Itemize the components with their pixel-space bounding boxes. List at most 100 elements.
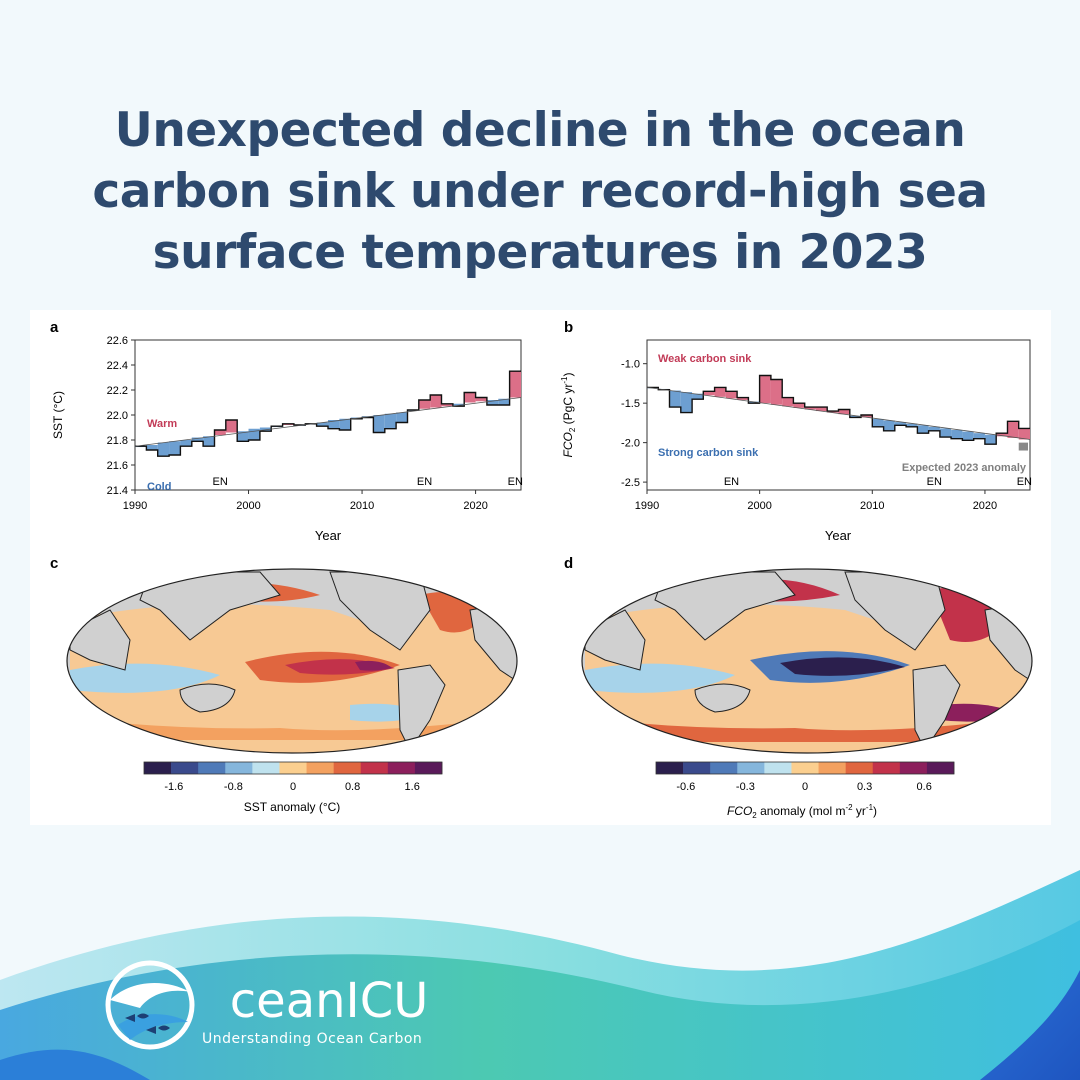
chart-b-ytick-label: -2.5 — [621, 477, 640, 489]
chart-a-anomaly-bar-1993 — [169, 441, 181, 455]
chart-b-trend-line — [646, 386, 1031, 440]
colorbar-c-segment — [387, 762, 416, 774]
colorbar-d-segment — [764, 762, 792, 774]
colorbar-d-segment — [737, 762, 765, 774]
chart-a-anomaly-bar-2008 — [339, 418, 351, 430]
colorbar-c-tick-label: -1.6 — [164, 781, 183, 793]
chart-b-anomaly-bar-1994 — [692, 393, 704, 400]
chart-b-anomaly-bar-2008 — [849, 415, 862, 418]
map-c-outline — [66, 568, 518, 754]
chart-a-warm-label: Warm — [147, 418, 177, 430]
map-d-cool-west-pacific — [585, 663, 735, 693]
chart-a-anomaly-bar-2013 — [396, 412, 408, 423]
colorbar-d-tick-label: 0.6 — [917, 781, 932, 793]
colorbar-d-tick-label: -0.6 — [676, 781, 695, 793]
chart-b-ylabel: FCO2 (PgC yr-1) — [560, 373, 577, 458]
chart-b-weak-label: Weak carbon sink — [658, 353, 752, 365]
map-c — [66, 568, 518, 754]
map-d — [581, 568, 1033, 754]
colorbar-c-segment — [360, 762, 389, 774]
colorbar-d-segment — [683, 762, 711, 774]
map-d-southern-band — [605, 720, 1015, 742]
chart-a-ytick-label: 22.4 — [107, 360, 128, 372]
chart-a-ylabel: SST (°C) — [51, 391, 65, 439]
chart-b-ytick-label: -2.0 — [621, 438, 640, 450]
chart-a-anomaly-bar-1997 — [214, 430, 226, 435]
chart-b-anomaly-bar-2017 — [951, 430, 963, 439]
chart-a-ytick-label: 22.0 — [107, 410, 128, 422]
chart-b-anomaly-bar-2003 — [793, 403, 805, 408]
chart-b-anomaly-bar-2015 — [928, 426, 940, 431]
chart-a-ytick-label: 21.4 — [107, 485, 128, 497]
chart-a-anomaly-bar-2012 — [384, 413, 397, 429]
chart-a-en-marker: EN — [417, 476, 432, 488]
colorbar-d-segment — [656, 762, 684, 774]
chart-b-anomaly-bar-1995 — [703, 391, 715, 396]
map-c-southern-band — [90, 720, 500, 740]
map-d-equatorial-core — [780, 657, 905, 676]
chart-b-anomaly-bar-2018 — [962, 431, 974, 441]
chart-a-ytick-label: 21.8 — [107, 435, 128, 447]
colorbar-c-frame — [143, 761, 443, 775]
map-d-south-atlantic-high — [940, 703, 1020, 722]
chart-b-anomaly-bar-1996 — [714, 387, 726, 397]
chart-b-anomaly-bar-2010 — [872, 418, 884, 427]
map-c-el-nino-peak — [355, 660, 392, 671]
chart-b-anomaly-bar-2006 — [827, 411, 839, 413]
chart-a-ytick-label: 22.2 — [107, 385, 128, 397]
chart-a-anomaly-bar-1996 — [203, 436, 215, 447]
chart-a-anomaly-bar-2000 — [248, 428, 260, 440]
chart-b-anomaly-bar-2022 — [1007, 421, 1019, 438]
chart-b-anomaly-bar-2002 — [782, 397, 794, 407]
chart-b-anomaly-bar-1997 — [725, 391, 738, 399]
colorbar-d-segment — [791, 762, 819, 774]
colorbar-c-tick-label: 1.6 — [405, 781, 420, 793]
chart-a-anomaly-bar-2020 — [475, 397, 487, 402]
chart-a-anomaly-bar-2023 — [509, 371, 521, 398]
brand-name: OceanICU — [192, 973, 429, 1029]
chart-a-anomaly-bar-1998 — [225, 420, 238, 433]
chart-b-anomaly-bar-2011 — [883, 420, 895, 431]
wave-fish-logo-icon — [105, 960, 195, 1050]
chart-a-anomaly-bar-1992 — [157, 442, 170, 457]
chart-a-anomaly-bar-2022 — [498, 398, 510, 405]
panel-label-b: b — [564, 319, 573, 336]
colorbar-c-segment — [144, 762, 172, 774]
chart-a-anomaly-bar-2019 — [464, 392, 476, 403]
chart-b-annual-step-line — [647, 374, 1030, 445]
map-c-cool-west-pacific — [70, 663, 220, 693]
chart-b-ytick-label: -1.5 — [621, 398, 640, 410]
map-c-south-america — [397, 664, 446, 751]
colorbar-d-tick-label: 0.3 — [857, 781, 872, 793]
chart-a-anomaly-bar-2011 — [373, 415, 385, 433]
chart-a-ytick-label: 21.6 — [107, 460, 128, 472]
chart-b-ytick-label: -1.0 — [621, 359, 640, 371]
figure-panel: a b c d SST (°C) Year Warm Cold 21.4 21.6… — [30, 310, 1051, 825]
chart-b-xtick-label: 2000 — [747, 500, 771, 512]
chart-b-xtick-label: 1990 — [635, 500, 659, 512]
chart-b-anomaly-bar-2013 — [906, 423, 918, 427]
map-d-australia — [694, 683, 751, 713]
chart-b-anomaly-bar-2021 — [996, 433, 1008, 437]
chart-b-en-marker: EN — [724, 476, 739, 488]
chart-a-xtick-label: 1990 — [123, 500, 147, 512]
chart-b-frame — [646, 339, 1031, 491]
chart-b-anomaly-bar-1993 — [680, 392, 693, 413]
colorbar-d-segment — [899, 762, 928, 774]
colorbar-d-segment — [872, 762, 901, 774]
colorbar-d-segment — [926, 762, 955, 774]
chart-b-xtick-label: 2010 — [860, 500, 884, 512]
chart-b-anomaly-bar-2020 — [984, 434, 997, 445]
chart-b-anomaly-bar-2004 — [804, 407, 816, 410]
wave-front-left — [0, 1049, 150, 1080]
chart-a-xtick-label: 2020 — [463, 500, 487, 512]
chart-a-anomaly-bar-2017 — [441, 403, 453, 407]
page-title: Unexpected decline in the ocean carbon s… — [92, 103, 988, 280]
chart-a-en-marker: EN — [508, 476, 523, 488]
chart-a-ytick-label: 22.6 — [107, 335, 128, 347]
colorbar-d-segment — [845, 762, 874, 774]
map-c-asia — [139, 571, 281, 641]
brand-rest: ceanICU — [229, 973, 429, 1029]
wave-front-right — [980, 970, 1080, 1080]
colorbar-d-frame — [655, 761, 955, 775]
